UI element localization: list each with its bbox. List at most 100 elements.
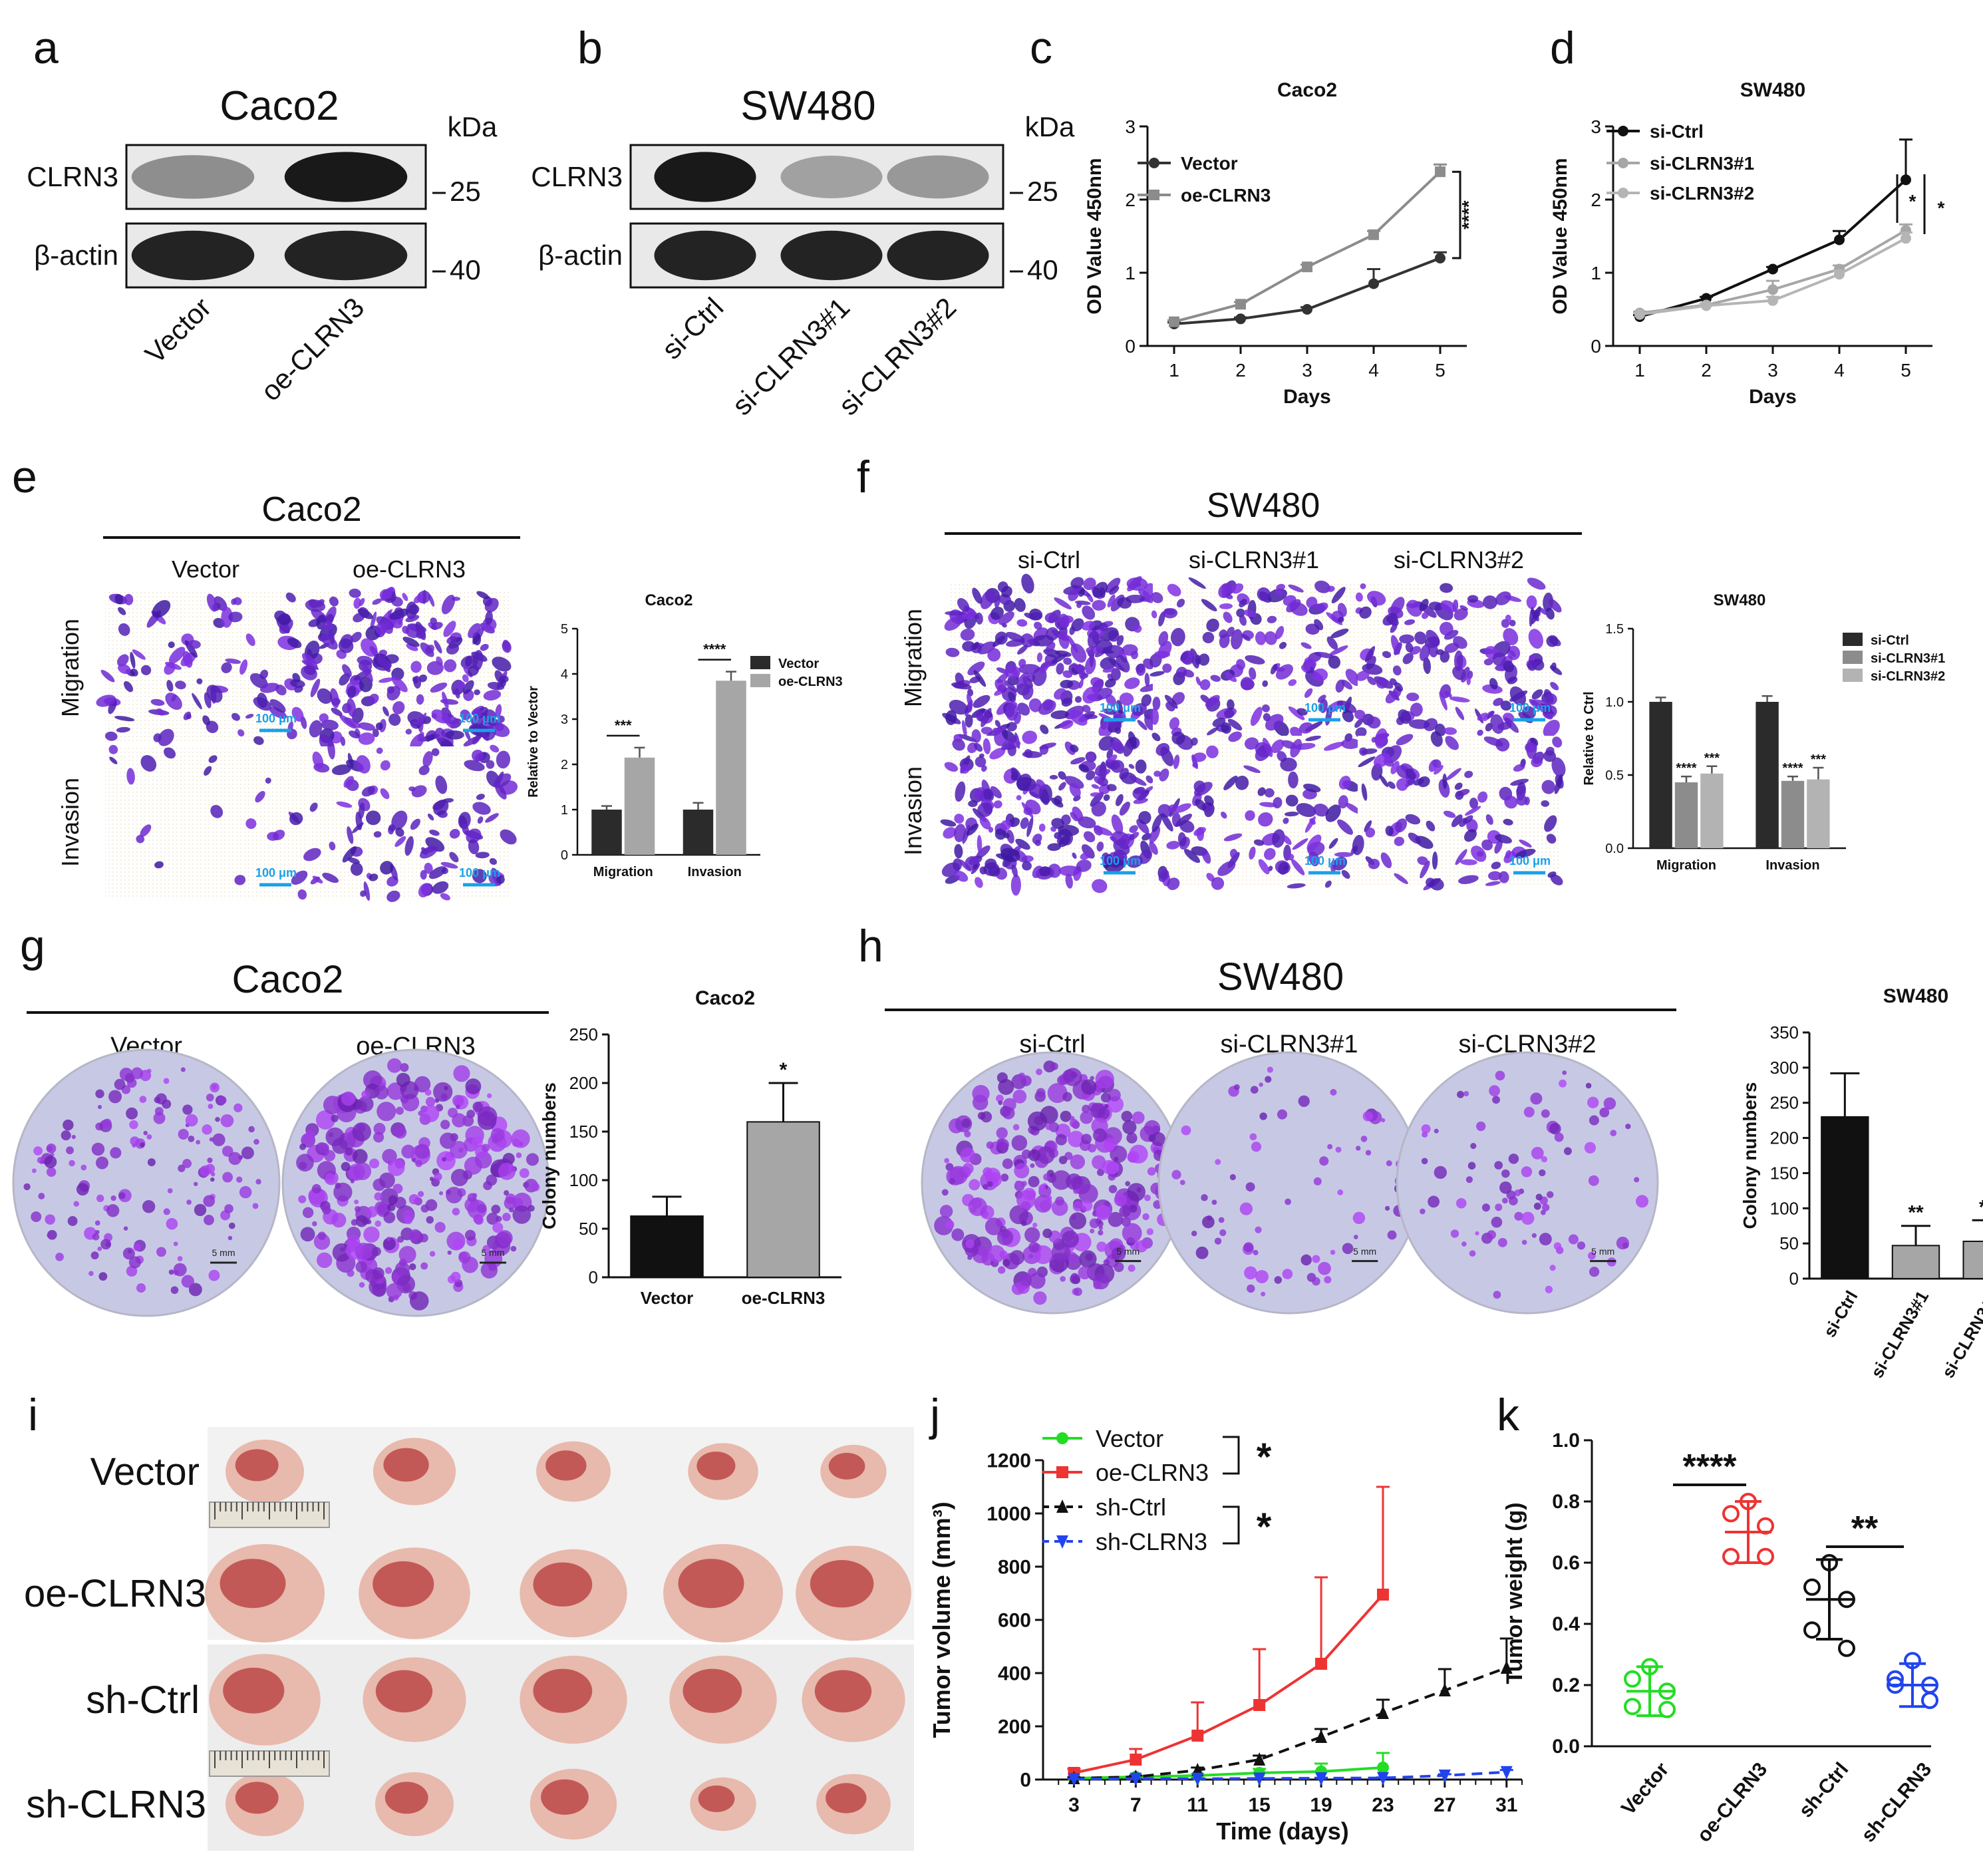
colony-dot: [458, 1251, 471, 1264]
colony-dot: [324, 1150, 336, 1162]
blot-band: [284, 230, 408, 281]
colony-dot: [180, 1067, 186, 1072]
cell-blob: [100, 669, 115, 683]
colony-dot: [1356, 1146, 1361, 1151]
cell-blob: [464, 760, 485, 772]
cell-blob: [342, 664, 352, 677]
cell-blob: [1142, 833, 1151, 841]
colony-dot: [997, 1266, 1006, 1274]
cell-blob: [225, 658, 241, 664]
colony-dot: [1009, 1250, 1025, 1265]
cell-blob: [436, 656, 443, 666]
cell-blob: [164, 663, 176, 675]
cell-blob: [391, 676, 408, 693]
colony-dot: [1319, 1156, 1329, 1166]
cell-blob: [413, 675, 422, 689]
cell-blob: [420, 869, 427, 880]
colony-dot: [353, 1162, 372, 1181]
colony-dot: [1036, 1068, 1042, 1076]
cell-blob: [1223, 611, 1233, 623]
blot-band: [780, 156, 883, 198]
colony-dot: [45, 1214, 56, 1225]
cell-blob: [1440, 583, 1453, 593]
cell-blob: [1282, 865, 1289, 871]
cell-blob: [1127, 855, 1143, 868]
lane-label: Vector: [139, 291, 217, 369]
panel-cell-title: SW480: [1207, 486, 1320, 525]
colony-dot: [1495, 1203, 1503, 1211]
cell-blob: [1364, 820, 1372, 832]
cell-blob: [1325, 804, 1341, 822]
cell-blob: [386, 890, 400, 902]
colony-dot: [400, 1062, 409, 1072]
cell-blob: [1483, 595, 1497, 609]
cell-blob: [124, 681, 134, 693]
x-tick-label: sh-Ctrl: [1795, 1758, 1853, 1821]
cell-blob: [476, 591, 490, 599]
cell-blob: [1239, 615, 1247, 626]
cell-blob: [164, 747, 176, 759]
cell-blob: [118, 607, 126, 615]
cell-blob: [124, 593, 134, 605]
cell-blob: [1471, 846, 1487, 862]
cell-blob: [1296, 803, 1316, 818]
cell-blob: [322, 621, 333, 631]
cell-blob: [1304, 816, 1316, 833]
legend-marker: [1056, 1432, 1068, 1444]
colony-dot: [1028, 1149, 1040, 1162]
blot-band: [887, 155, 989, 199]
colony-dot: [110, 1195, 116, 1201]
cell-blob: [368, 693, 379, 704]
colony-dot: [1533, 1202, 1541, 1210]
cell-blob: [329, 688, 339, 708]
colony-dot: [146, 1068, 152, 1074]
legend-item-oe-CLRN3: oe-CLRN3: [1138, 185, 1271, 206]
colony-dot: [1259, 1112, 1267, 1120]
cell-blob: [372, 728, 379, 738]
colony-dot: [481, 1144, 490, 1152]
colony-dot: [1055, 1196, 1064, 1206]
cell-blob: [1180, 652, 1189, 661]
colony-dot: [1476, 1121, 1486, 1132]
colony-dot: [1229, 1173, 1236, 1181]
cell-blob: [1010, 767, 1022, 782]
colony-dot: [94, 1220, 100, 1226]
cell-blob: [1153, 770, 1161, 777]
cell-blob: [1058, 835, 1071, 848]
cell-blob: [1440, 600, 1457, 613]
cell-blob: [1516, 785, 1525, 796]
kda-label: kDa: [1025, 111, 1075, 142]
cell-blob: [361, 786, 375, 797]
cell-blob: [329, 842, 336, 851]
cell-blob: [331, 764, 351, 776]
cell-blob: [1141, 694, 1152, 706]
colony-dot: [1475, 1231, 1479, 1236]
cell-blob: [1390, 678, 1397, 686]
colony-dot: [208, 1104, 214, 1110]
cell-blob: [1444, 727, 1457, 735]
cell-blob: [126, 768, 135, 785]
legend-item-Vector: Vector: [1042, 1425, 1163, 1452]
colony-dot: [453, 1065, 470, 1082]
colony-dot: [1028, 1241, 1040, 1253]
column-label: si-Ctrl: [1018, 546, 1080, 573]
bar-si-CLRN3#2-Migration: ***: [1700, 751, 1724, 848]
cell-blob: [1231, 583, 1244, 594]
colony-dot: [1105, 1142, 1115, 1152]
cell-blob: [405, 615, 420, 623]
cell-blob: [1255, 631, 1267, 645]
colony-dot: [1132, 1133, 1136, 1138]
colony-dot: [1215, 1159, 1221, 1166]
colony-dot: [316, 1252, 333, 1269]
colony-dot: [1202, 1215, 1215, 1229]
colony-dot: [1060, 1110, 1072, 1122]
cell-blob: [231, 712, 240, 721]
cell-blob: [150, 699, 165, 706]
cell-blob: [430, 617, 438, 625]
cell-blob: [1276, 583, 1285, 591]
y-tick-label: 3: [1125, 116, 1136, 137]
cell-blob: [347, 698, 357, 717]
point: [1435, 166, 1446, 178]
